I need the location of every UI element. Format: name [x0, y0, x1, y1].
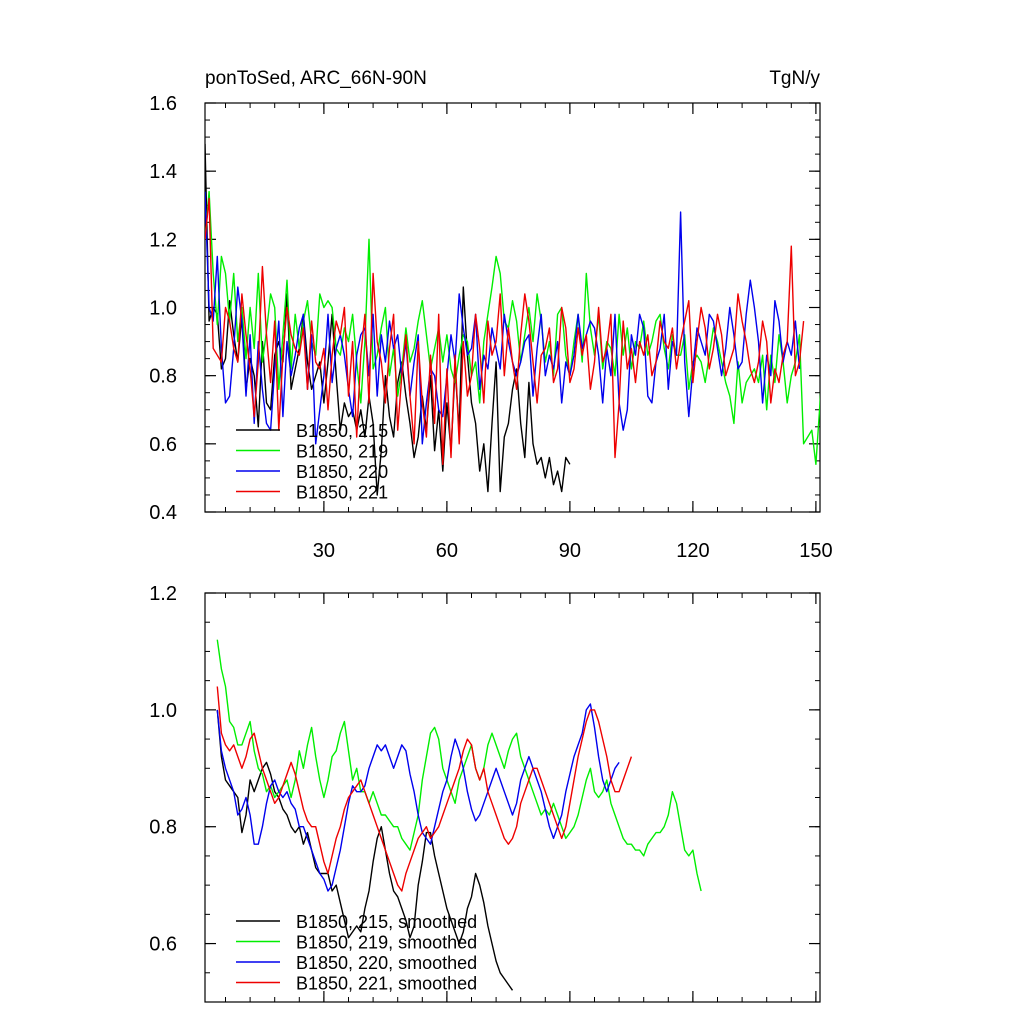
y-tick-label: 0.8	[149, 817, 177, 839]
y-tick-label: 1.4	[149, 161, 177, 183]
chart-units: TgN/y	[769, 68, 820, 89]
y-tick-label: 0.6	[149, 434, 177, 456]
series-line-b1850-220	[205, 191, 801, 445]
legend-label: B1850, 221	[296, 483, 388, 503]
top-panel: 30 60 90 120 150 0.4 0.6 0.8 1.0 1.2 1.4 1.6 B1850, …	[149, 93, 832, 562]
series-line-b1850-219	[205, 190, 820, 465]
x-tick-label: 150	[799, 540, 832, 562]
x-tick-label: 60	[436, 540, 458, 562]
series-line-b1850-215-smoothed	[216, 709, 514, 991]
y-tick-label: 1.2	[149, 229, 177, 251]
y-tick-label: 0.6	[149, 934, 177, 956]
legend-label: B1850, 215	[296, 421, 388, 441]
legend-label: B1850, 219, smoothed	[296, 933, 477, 953]
x-tick-label: 120	[676, 540, 709, 562]
series-line-b1850-221-smoothed	[216, 686, 633, 892]
x-tick-label: 90	[559, 540, 581, 562]
legend-label: B1850, 220	[296, 462, 388, 482]
legend-label: B1850, 220, smoothed	[296, 953, 477, 973]
legend-label: B1850, 219	[296, 442, 388, 462]
y-tick-label: 1.6	[149, 93, 177, 115]
series-line-b1850-220-smoothed	[216, 703, 620, 892]
chart-title: ponToSed, ARC_66N-90N	[205, 68, 427, 89]
legend-label: B1850, 221, smoothed	[296, 974, 477, 994]
y-tick-label: 1.2	[149, 583, 177, 605]
legend-label: B1850, 215, smoothed	[296, 912, 477, 932]
y-tick-label: 0.8	[149, 366, 177, 388]
series-line-b1850-219-smoothed	[216, 639, 702, 892]
y-tick-label: 1.0	[149, 298, 177, 320]
series-line-b1850-215	[205, 143, 571, 496]
series-line-b1850-221	[205, 197, 805, 465]
x-tick-label: 30	[313, 540, 335, 562]
y-tick-label: 1.0	[149, 700, 177, 722]
y-tick-label: 0.4	[149, 502, 177, 524]
